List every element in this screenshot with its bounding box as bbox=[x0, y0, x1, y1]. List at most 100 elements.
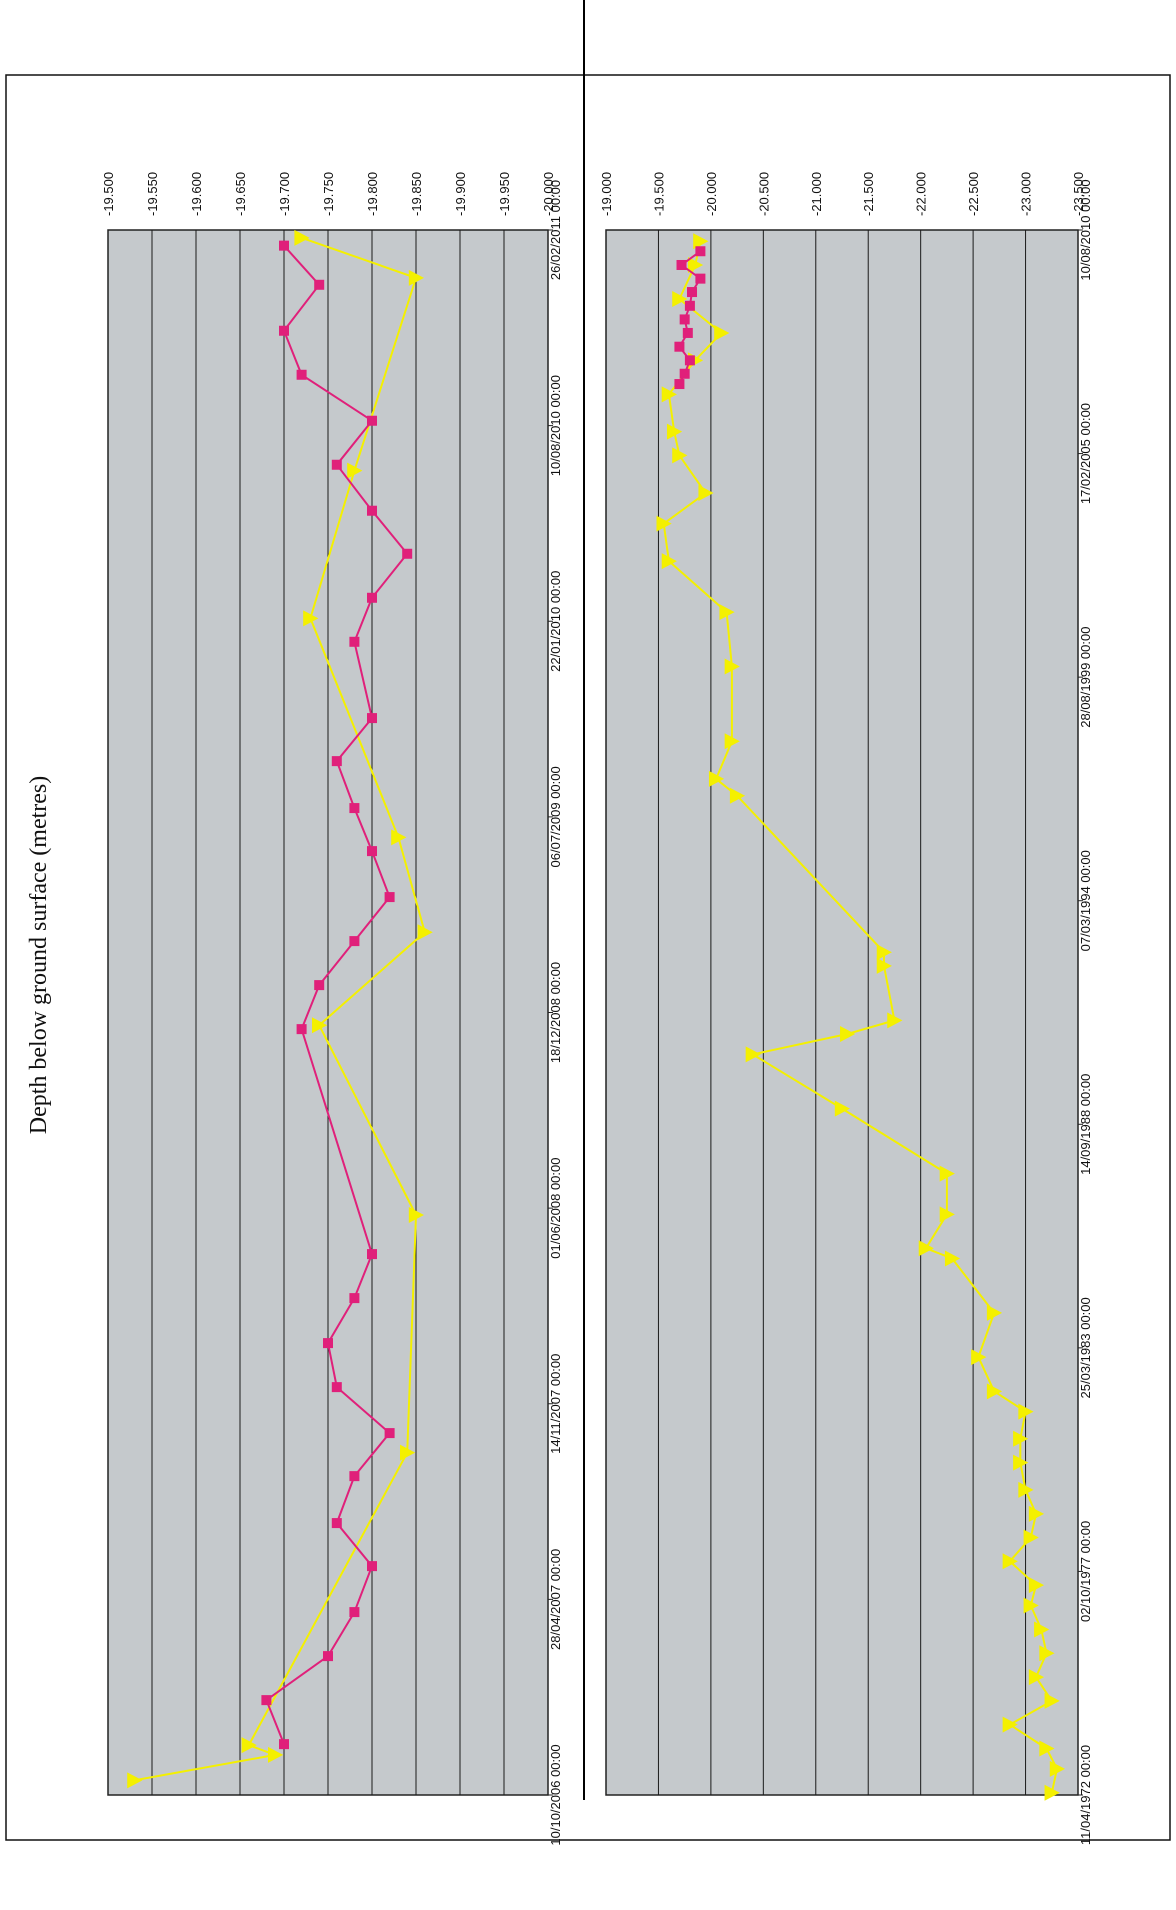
data-point bbox=[331, 1382, 342, 1393]
data-point bbox=[314, 980, 325, 991]
x-tick-label: 28/08/1999 00:00 bbox=[1078, 627, 1093, 728]
x-tick-label: 14/11/2007 00:00 bbox=[548, 1354, 563, 1454]
y-tick-label: -19.850 bbox=[409, 172, 424, 216]
y-axis-title: Depth below ground surface (metres) bbox=[26, 776, 52, 1135]
y-tick-label: -22.500 bbox=[966, 172, 981, 216]
data-point bbox=[391, 829, 407, 846]
data-point bbox=[679, 368, 690, 379]
y-tick-group: -20.000 bbox=[704, 172, 719, 216]
data-point bbox=[279, 325, 289, 336]
rotated-figure: Depth below ground surface (metres) -19.0… bbox=[5, 74, 1171, 1846]
data-point bbox=[679, 314, 690, 325]
x-tick-group: 07/03/1994 00:00 bbox=[1078, 850, 1093, 951]
x-tick-group: 10/08/2010 00:00 bbox=[1078, 179, 1093, 280]
y-tick-group: -19.650 bbox=[233, 172, 248, 216]
data-point bbox=[349, 1607, 360, 1618]
data-point bbox=[724, 658, 740, 675]
data-point bbox=[294, 229, 310, 246]
x-tick-group: 14/09/1988 00:00 bbox=[1078, 1074, 1093, 1175]
x-tick-group: 28/04/2007 00:00 bbox=[548, 1549, 563, 1650]
data-point bbox=[1013, 1454, 1029, 1471]
x-tick-group: 22/01/2010 00:00 bbox=[548, 571, 563, 672]
x-tick-group: 01/06/2008 00:00 bbox=[548, 1158, 563, 1259]
data-point bbox=[918, 1240, 934, 1257]
data-point bbox=[1039, 1740, 1055, 1757]
data-point bbox=[986, 1383, 1003, 1400]
data-point bbox=[261, 1695, 272, 1706]
data-point bbox=[661, 386, 677, 403]
y-tick-label: -21.500 bbox=[861, 172, 876, 216]
y-tick-label: -23.000 bbox=[1019, 172, 1034, 216]
series-line bbox=[662, 241, 1059, 1794]
data-point bbox=[672, 290, 688, 307]
y-tick-label: -22.000 bbox=[914, 172, 929, 216]
x-tick-label: 10/08/2010 00:00 bbox=[548, 375, 563, 476]
data-point bbox=[367, 415, 377, 426]
x-tick-group: 06/07/2009 00:00 bbox=[548, 766, 563, 867]
data-point bbox=[367, 505, 377, 516]
data-point bbox=[1023, 1529, 1039, 1546]
x-tick-label: 18/12/2008 00:00 bbox=[548, 962, 563, 1063]
figure-frame bbox=[5, 74, 1171, 1841]
y-tick-label: -19.750 bbox=[321, 172, 336, 216]
y-tick-label: -19.650 bbox=[233, 172, 248, 216]
data-point bbox=[876, 944, 892, 961]
y-tick-group: -23.500 bbox=[1071, 172, 1086, 216]
data-point bbox=[695, 246, 706, 257]
data-point bbox=[296, 369, 307, 380]
data-point bbox=[708, 770, 725, 787]
data-point bbox=[349, 803, 360, 814]
data-point bbox=[402, 548, 413, 559]
x-tick-label: 02/10/1977 00:00 bbox=[1078, 1521, 1093, 1622]
x-tick-label: 22/01/2010 00:00 bbox=[548, 571, 563, 672]
y-tick-label: -19.900 bbox=[453, 172, 468, 216]
data-point bbox=[1018, 1403, 1034, 1420]
data-point bbox=[876, 957, 892, 974]
data-point bbox=[367, 713, 377, 724]
data-point bbox=[1028, 1505, 1045, 1522]
x-tick-group: 17/02/2005 00:00 bbox=[1078, 403, 1093, 504]
data-point bbox=[939, 1165, 955, 1182]
data-point bbox=[1028, 1669, 1045, 1686]
data-point bbox=[1044, 1784, 1060, 1801]
data-point bbox=[400, 1444, 416, 1461]
y-tick-label: -20.500 bbox=[756, 172, 771, 216]
data-point bbox=[674, 379, 685, 390]
data-point bbox=[986, 1304, 1003, 1321]
x-tick-label: 01/06/2008 00:00 bbox=[548, 1158, 563, 1259]
x-tick-group: 25/03/1983 00:00 bbox=[1078, 1297, 1093, 1398]
data-point bbox=[834, 1100, 850, 1117]
y-tick-group: -21.500 bbox=[861, 172, 876, 216]
data-point bbox=[724, 733, 740, 750]
data-point bbox=[656, 515, 672, 532]
data-point bbox=[1049, 1760, 1066, 1777]
data-point bbox=[384, 1428, 395, 1439]
data-point bbox=[1028, 1577, 1045, 1594]
data-point bbox=[331, 756, 342, 767]
data-point bbox=[367, 1561, 377, 1572]
data-point bbox=[729, 787, 746, 804]
data-point bbox=[127, 1772, 143, 1789]
chart-2: -19.500 -19.550 -19.600 -19.650 -19.700 -19.7… bbox=[101, 172, 563, 1846]
data-point bbox=[1044, 1692, 1060, 1709]
x-tick-label: 17/02/2005 00:00 bbox=[1078, 403, 1093, 504]
x-tick-label: 07/03/1994 00:00 bbox=[1078, 850, 1093, 951]
data-point bbox=[384, 892, 395, 903]
data-point bbox=[349, 1293, 360, 1304]
y-tick-group: -20.000 bbox=[541, 172, 556, 216]
data-point bbox=[1034, 1621, 1050, 1638]
y-tick-label: -20.000 bbox=[704, 172, 719, 216]
data-point bbox=[719, 604, 735, 621]
data-point bbox=[323, 1338, 333, 1349]
x-tick-label: 11/04/1972 00:00 bbox=[1078, 1745, 1093, 1845]
series-yellow bbox=[127, 229, 433, 1789]
y-tick-group: -19.600 bbox=[189, 172, 204, 216]
data-point bbox=[661, 553, 677, 570]
y-tick-group: -19.700 bbox=[277, 172, 292, 216]
data-point bbox=[674, 341, 685, 352]
data-point bbox=[279, 240, 289, 251]
data-point bbox=[944, 1250, 961, 1267]
y-tick-label: -19.950 bbox=[497, 172, 512, 216]
